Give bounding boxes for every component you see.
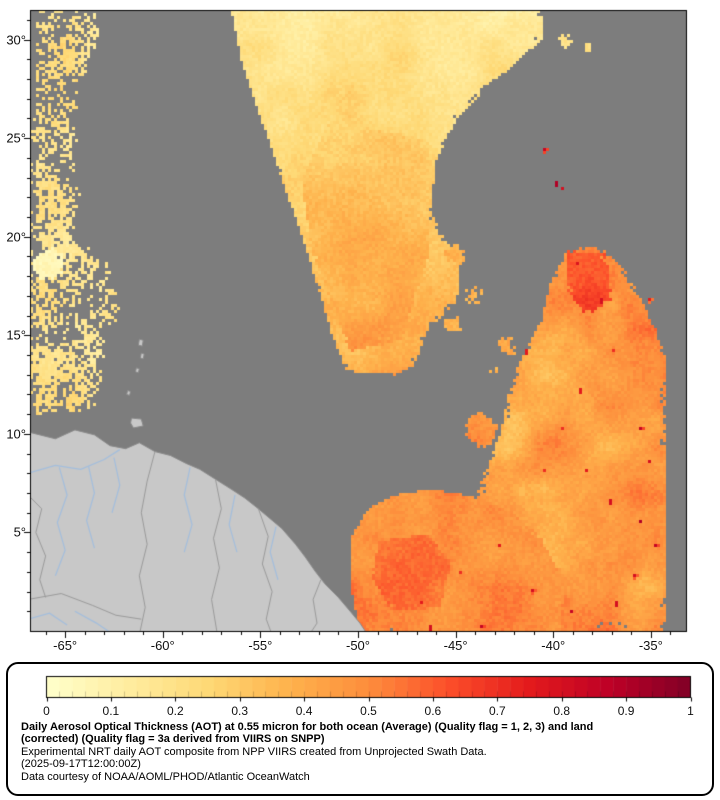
lon-tick-label: -45° [443,638,468,653]
lat-tick-label: 25° [6,130,26,146]
aot-map-canvas [0,0,720,660]
caption: Daily Aerosol Optical Thickness (AOT) at… [21,721,633,783]
colorbar [45,675,693,705]
colorbar-tick-label: 0.2 [166,704,184,718]
caption-title: Daily Aerosol Optical Thickness (AOT) at… [21,721,594,746]
lat-tick-label: 20° [6,229,26,245]
lon-tick-label: -65° [53,638,78,653]
lon-tick-label: -60° [150,638,175,653]
colorbar-tick-label: 0.4 [295,704,313,718]
colorbar-tick-label: 0.5 [360,704,377,718]
colorbar-tick-label: 0.1 [102,704,120,718]
lat-tick-label: 10° [6,426,26,442]
caption-description: Experimental NRT daily AOT composite fro… [21,745,487,758]
lon-tick-label: -55° [248,638,273,653]
lat-tick-label: 15° [6,327,26,343]
caption-timestamp: (2025-09-17T12:00:00Z) [21,758,141,771]
legend-panel: 0 0.1 0.2 0.3 0.4 0.5 0.6 0.7 0.8 0.9 1 Daily Aero… [6,662,714,796]
lon-tick-label: -35° [638,638,663,653]
lon-tick-label: -40° [541,638,566,653]
caption-credit: Data courtesy of NOAA/AOML/PHOD/Atlantic… [21,770,310,783]
lat-tick-label: 30° [6,32,26,48]
colorbar-tick-label: 0.9 [617,704,635,718]
colorbar-tick-label: 0.3 [231,704,249,718]
colorbar-tick-label: 0.7 [488,704,506,718]
lat-tick-label: 5° [13,524,26,540]
colorbar-tick-label: 0.8 [553,704,571,718]
colorbar-tick-label: 0.6 [424,704,442,718]
lon-tick-label: -50° [346,638,370,653]
colorbar-tick-label: 1 [687,704,694,718]
aot-map: 30° 25° 20° 15° 10° 5° -65° -60° -55° -50° -45° -4… [0,0,720,660]
colorbar-tick-label: 0 [43,704,50,718]
